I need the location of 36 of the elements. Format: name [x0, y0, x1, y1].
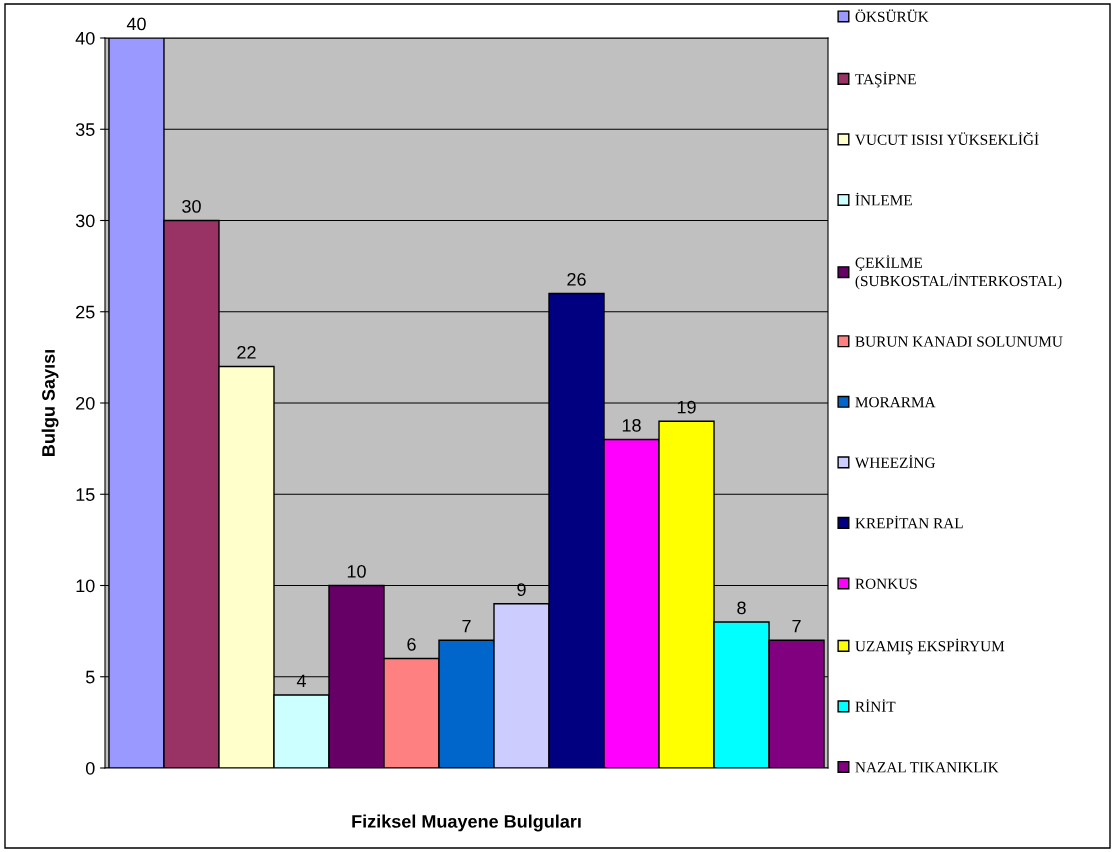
y-tick-label: 25	[76, 305, 95, 319]
data-label: 7	[792, 619, 801, 633]
legend-label: MORARMA	[855, 397, 936, 408]
data-label: 7	[462, 619, 471, 633]
legend-label: NAZAL TIKANIKLIK	[855, 762, 999, 773]
y-tick-label: 15	[76, 488, 95, 501]
legend-label: RİNİT	[855, 699, 896, 712]
legend-label: VUCUT ISISI YÜKSEKLİĞİ	[855, 131, 1039, 145]
data-label: 30	[182, 199, 201, 213]
data-label: 10	[347, 564, 366, 578]
legend-label: ÖKSÜRÜK	[855, 9, 929, 22]
legend-label: UZAMIŞ EKSPİRYUM	[855, 638, 1005, 655]
data-label: 8	[737, 601, 746, 615]
legend-label: RONKUS	[855, 578, 917, 589]
data-label: 4	[296, 674, 306, 688]
legend-label: KREPİTAN RAL	[855, 515, 963, 529]
data-label: 18	[622, 418, 641, 432]
y-axis-title: Bulgu Sayısı	[41, 350, 59, 456]
data-label: 19	[677, 400, 696, 414]
data-label: 40	[126, 17, 146, 31]
x-axis-title: Fiziksel Muayene Bulguları	[352, 814, 581, 832]
y-tick-label: 30	[75, 214, 95, 228]
y-tick-label: 0	[85, 761, 95, 775]
y-tick-label: 20	[76, 396, 95, 410]
data-label: 26	[567, 272, 586, 286]
legend-label: BURUN KANADI SOLUNUMU	[855, 336, 1063, 347]
data-label: 6	[407, 637, 416, 651]
legend-label: TAŞİPNE	[855, 71, 916, 88]
y-tick-label: 40	[75, 31, 95, 45]
legend-label: İNLEME	[855, 192, 912, 206]
legend-label: WHEEZİNG	[854, 455, 936, 468]
y-tick-label: 5	[85, 670, 95, 684]
legend-label: ÇEKİLME (SUBKOSTAL/İNTERKOSTAL)	[855, 255, 1062, 290]
y-tick-label: 10	[76, 579, 95, 593]
data-label: 22	[237, 345, 256, 359]
y-tick-label: 35	[75, 123, 95, 136]
